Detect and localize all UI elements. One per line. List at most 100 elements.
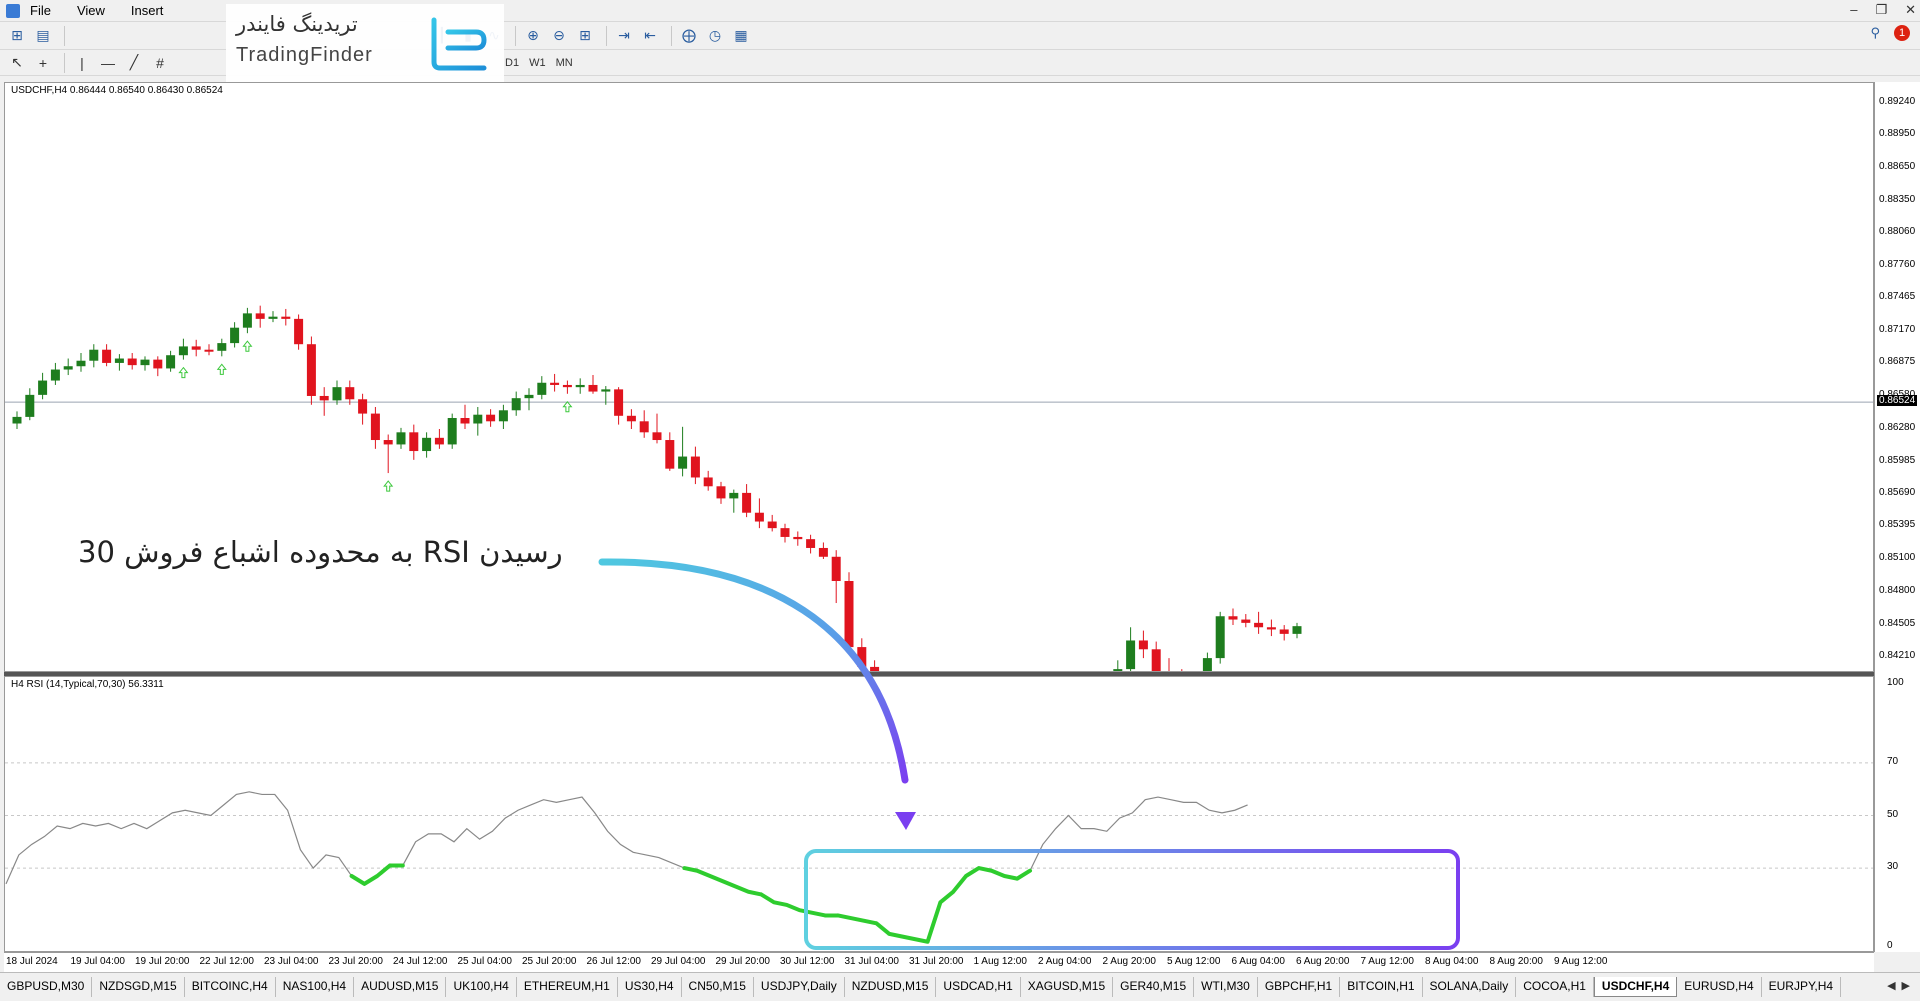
candle-body [678,456,688,469]
buy-signal-arrow [383,480,394,492]
time-tick-label: 29 Jul 20:00 [715,956,771,967]
indicators-icon[interactable]: ⨁ [682,27,696,43]
price-tick-label: 0.84800 [1879,585,1916,597]
candle-body [1215,616,1225,659]
chart-tab[interactable]: CN50,M15 [682,977,754,997]
crosshair-icon[interactable]: + [38,54,48,71]
profiles-icon[interactable]: ▤ [36,27,50,43]
chart-tab[interactable]: UK100,H4 [446,977,517,997]
chart-tab[interactable]: BITCOINC,H4 [185,977,276,997]
candle-body [396,432,406,445]
price-tick-label: 0.85100 [1879,551,1916,563]
panel-separator[interactable] [4,672,1874,676]
notification-badge[interactable]: 1 [1894,25,1910,41]
candle-body [345,387,355,400]
candle-body [383,440,393,445]
rsi-plot [5,762,1873,944]
candle-body [268,316,278,319]
candle-body [434,437,444,445]
periods-icon[interactable]: ◷ [708,27,722,43]
candle-body [1228,616,1238,620]
chart-shift-icon[interactable]: ⇥ [618,27,630,43]
timeframe-w1[interactable]: W1 [529,56,546,69]
candle-body [358,399,368,414]
tab-scroll-arrows-icon[interactable]: ◀▶ [1887,980,1916,992]
zoom-in-icon[interactable]: ⊕ [527,27,539,43]
close-icon[interactable]: ✕ [1905,2,1916,17]
chart-tab[interactable]: USDCHF,H4 [1593,977,1678,997]
chart-tab[interactable]: NAS100,H4 [276,977,355,997]
candle-body [729,492,739,499]
chart-tab[interactable]: NZDSGD,M15 [92,977,185,997]
chart-tab[interactable]: SOLANA,Daily [1423,977,1517,997]
fibo-icon[interactable]: # [156,54,164,71]
candle-body [422,437,432,452]
vertical-line-icon[interactable]: | [80,54,84,71]
candle-body [191,346,201,350]
current-price-tag: 0.86524 [1877,395,1918,407]
candle-body [281,316,291,319]
chart-tab[interactable]: GER40,M15 [1113,977,1195,997]
chart-tab[interactable]: AUDUSD,M15 [354,977,447,997]
time-tick-label: 6 Aug 04:00 [1231,956,1285,967]
chart-tab[interactable]: XAGUSD,M15 [1021,977,1114,997]
chart-tab[interactable]: GBPUSD,M30 [0,977,93,997]
chart-symbol-label: USDCHF,H4 0.86444 0.86540 0.86430 0.8652… [11,85,223,96]
candle-body [818,547,828,557]
rsi-panel[interactable]: H4 RSI (14,Typical,70,30) 56.3311 [4,676,1874,952]
candle-body [562,384,572,388]
cursor-icon[interactable]: ↖ [11,54,23,70]
candle-body [319,395,329,401]
autoscroll-icon[interactable]: ⇤ [644,27,656,43]
time-tick-label: 23 Jul 04:00 [264,956,319,967]
chart-tab[interactable]: USDCAD,H1 [936,977,1021,997]
candle-body [102,349,112,363]
candle-body [575,384,585,388]
chart-tab[interactable]: BITCOIN,H1 [1340,977,1423,997]
zoom-out-icon[interactable]: ⊖ [553,27,565,43]
time-tick-label: 9 Aug 12:00 [1554,956,1608,967]
chart-tab[interactable]: ETHEREUM,H1 [517,977,618,997]
candle-body [639,421,649,433]
time-axis[interactable]: 18 Jul 2024 19 Jul 04:00 19 Jul 20:00 22 Ju… [4,952,1874,972]
price-axis[interactable]: 0.89240 0.88950 0.88650 0.88350 0.88060 0.877… [1874,82,1920,952]
time-tick-label: 7 Aug 12:00 [1360,956,1414,967]
price-tick-label: 0.85395 [1879,519,1916,531]
candle-body [870,666,880,671]
candle-body [1279,629,1289,634]
rsi-level-label: 100 [1887,677,1904,688]
chart-tab[interactable]: EURUSD,H4 [1677,977,1762,997]
window-controls: – ❐ ✕ [1850,2,1916,18]
chart-tab[interactable]: GBPCHF,H1 [1258,977,1341,997]
candle-body [38,380,48,395]
menu-view[interactable]: View [76,3,105,18]
time-tick-label: 31 Jul 04:00 [844,956,900,967]
tile-windows-icon[interactable]: ⊞ [579,27,591,43]
chart-tab[interactable]: EURJPY,H4 [1762,977,1842,997]
restore-icon[interactable]: ❐ [1875,2,1888,17]
price-tick-label: 0.87465 [1879,291,1916,303]
timeframe-mn[interactable]: MN [555,56,573,69]
candle-body [550,382,560,385]
menu-insert[interactable]: Insert [130,3,164,18]
menu-file[interactable]: File [30,3,51,18]
templates-icon[interactable]: ▦ [734,27,748,43]
search-icon[interactable]: ⚲ [1870,25,1880,40]
new-chart-icon[interactable]: ⊞ [11,27,23,43]
candle-body [255,313,265,319]
horizontal-line-icon[interactable]: — [101,54,115,71]
timeframe-d1[interactable]: D1 [505,56,520,69]
candle-body [473,414,483,424]
candle-body [793,536,803,540]
chart-tab[interactable]: USDJPY,Daily [754,977,845,997]
price-tick-label: 0.88060 [1879,225,1916,237]
chart-tab[interactable]: COCOA,H1 [1516,977,1594,997]
chart-tab[interactable]: US30,H4 [618,977,682,997]
trendline-icon[interactable]: ╱ [129,54,139,70]
rsi-line [5,791,1248,943]
price-tick-label: 0.87170 [1879,323,1916,335]
price-chart[interactable]: USDCHF,H4 0.86444 0.86540 0.86430 0.8652… [4,82,1874,672]
chart-tab[interactable]: WTI,M30 [1194,977,1258,997]
chart-tab[interactable]: NZDUSD,M15 [845,977,937,997]
minimize-icon[interactable]: – [1850,2,1858,17]
